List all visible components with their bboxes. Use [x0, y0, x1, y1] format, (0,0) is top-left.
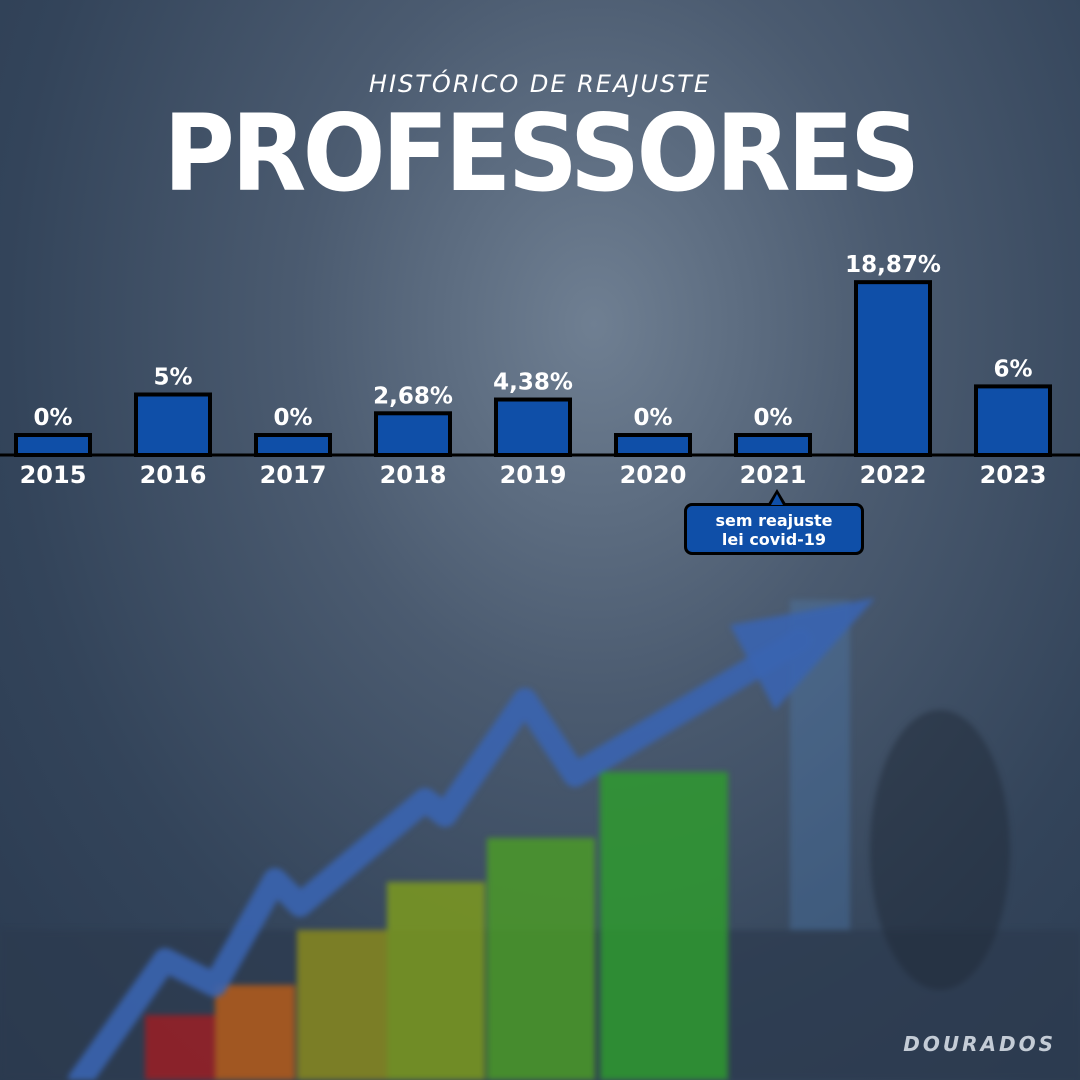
bar-2017 — [254, 433, 332, 457]
background-blurred-shape — [870, 710, 1010, 990]
subtitle: HISTÓRICO DE REAJUSTE — [368, 70, 712, 98]
data-label-2015: 0% — [33, 405, 72, 431]
bar-chart: 0% 2015 5% 2016 0% 2017 2,68% 2018 4,38% 2019 0% 20… — [0, 252, 1080, 489]
bar-2021 — [734, 433, 812, 457]
background-trend-arrow — [68, 628, 812, 1080]
background-bar-darkgreen — [600, 772, 728, 1080]
data-label-2020: 0% — [633, 405, 672, 431]
x-tick-label-2019: 2019 — [500, 461, 567, 489]
annotation-line-2: lei covid-19 — [721, 530, 827, 549]
bar-2018 — [374, 411, 452, 458]
bar-2016 — [134, 392, 212, 457]
bar-2019 — [494, 397, 572, 458]
x-tick-label-2020: 2020 — [620, 461, 687, 489]
x-tick-label-2021: 2021 — [740, 461, 807, 489]
brand-footer: DOURADOS — [903, 1032, 1056, 1056]
x-tick-label-2016: 2016 — [140, 461, 207, 489]
background-bar-lime — [387, 882, 485, 1080]
annotation-pointer-fill — [771, 494, 783, 505]
annotation-line-1: sem reajuste — [715, 511, 833, 530]
background-bar-orange — [215, 985, 295, 1080]
bar-2022 — [854, 280, 932, 457]
data-label-2019: 4,38% — [493, 370, 573, 396]
background-bar-olive — [297, 930, 387, 1080]
background-bar-red — [145, 1015, 215, 1080]
bar-2015 — [14, 433, 92, 457]
data-label-2022: 18,87% — [845, 252, 941, 278]
background-arrow-head — [730, 598, 875, 710]
x-tick-label-2022: 2022 — [860, 461, 927, 489]
bar-2023 — [974, 384, 1052, 457]
data-label-2017: 0% — [273, 405, 312, 431]
data-label-2016: 5% — [153, 365, 192, 391]
x-tick-label-2015: 2015 — [20, 461, 87, 489]
annotation-covid: sem reajuste lei covid-19 — [684, 503, 864, 555]
bar-2020 — [614, 433, 692, 457]
page-title: PROFESSORES — [163, 92, 920, 215]
x-tick-label-2023: 2023 — [980, 461, 1047, 489]
data-label-2021: 0% — [753, 405, 792, 431]
x-tick-label-2017: 2017 — [260, 461, 327, 489]
x-tick-label-2018: 2018 — [380, 461, 447, 489]
background-bar-green — [487, 838, 595, 1080]
data-label-2018: 2,68% — [373, 383, 453, 409]
data-label-2023: 6% — [993, 356, 1032, 382]
